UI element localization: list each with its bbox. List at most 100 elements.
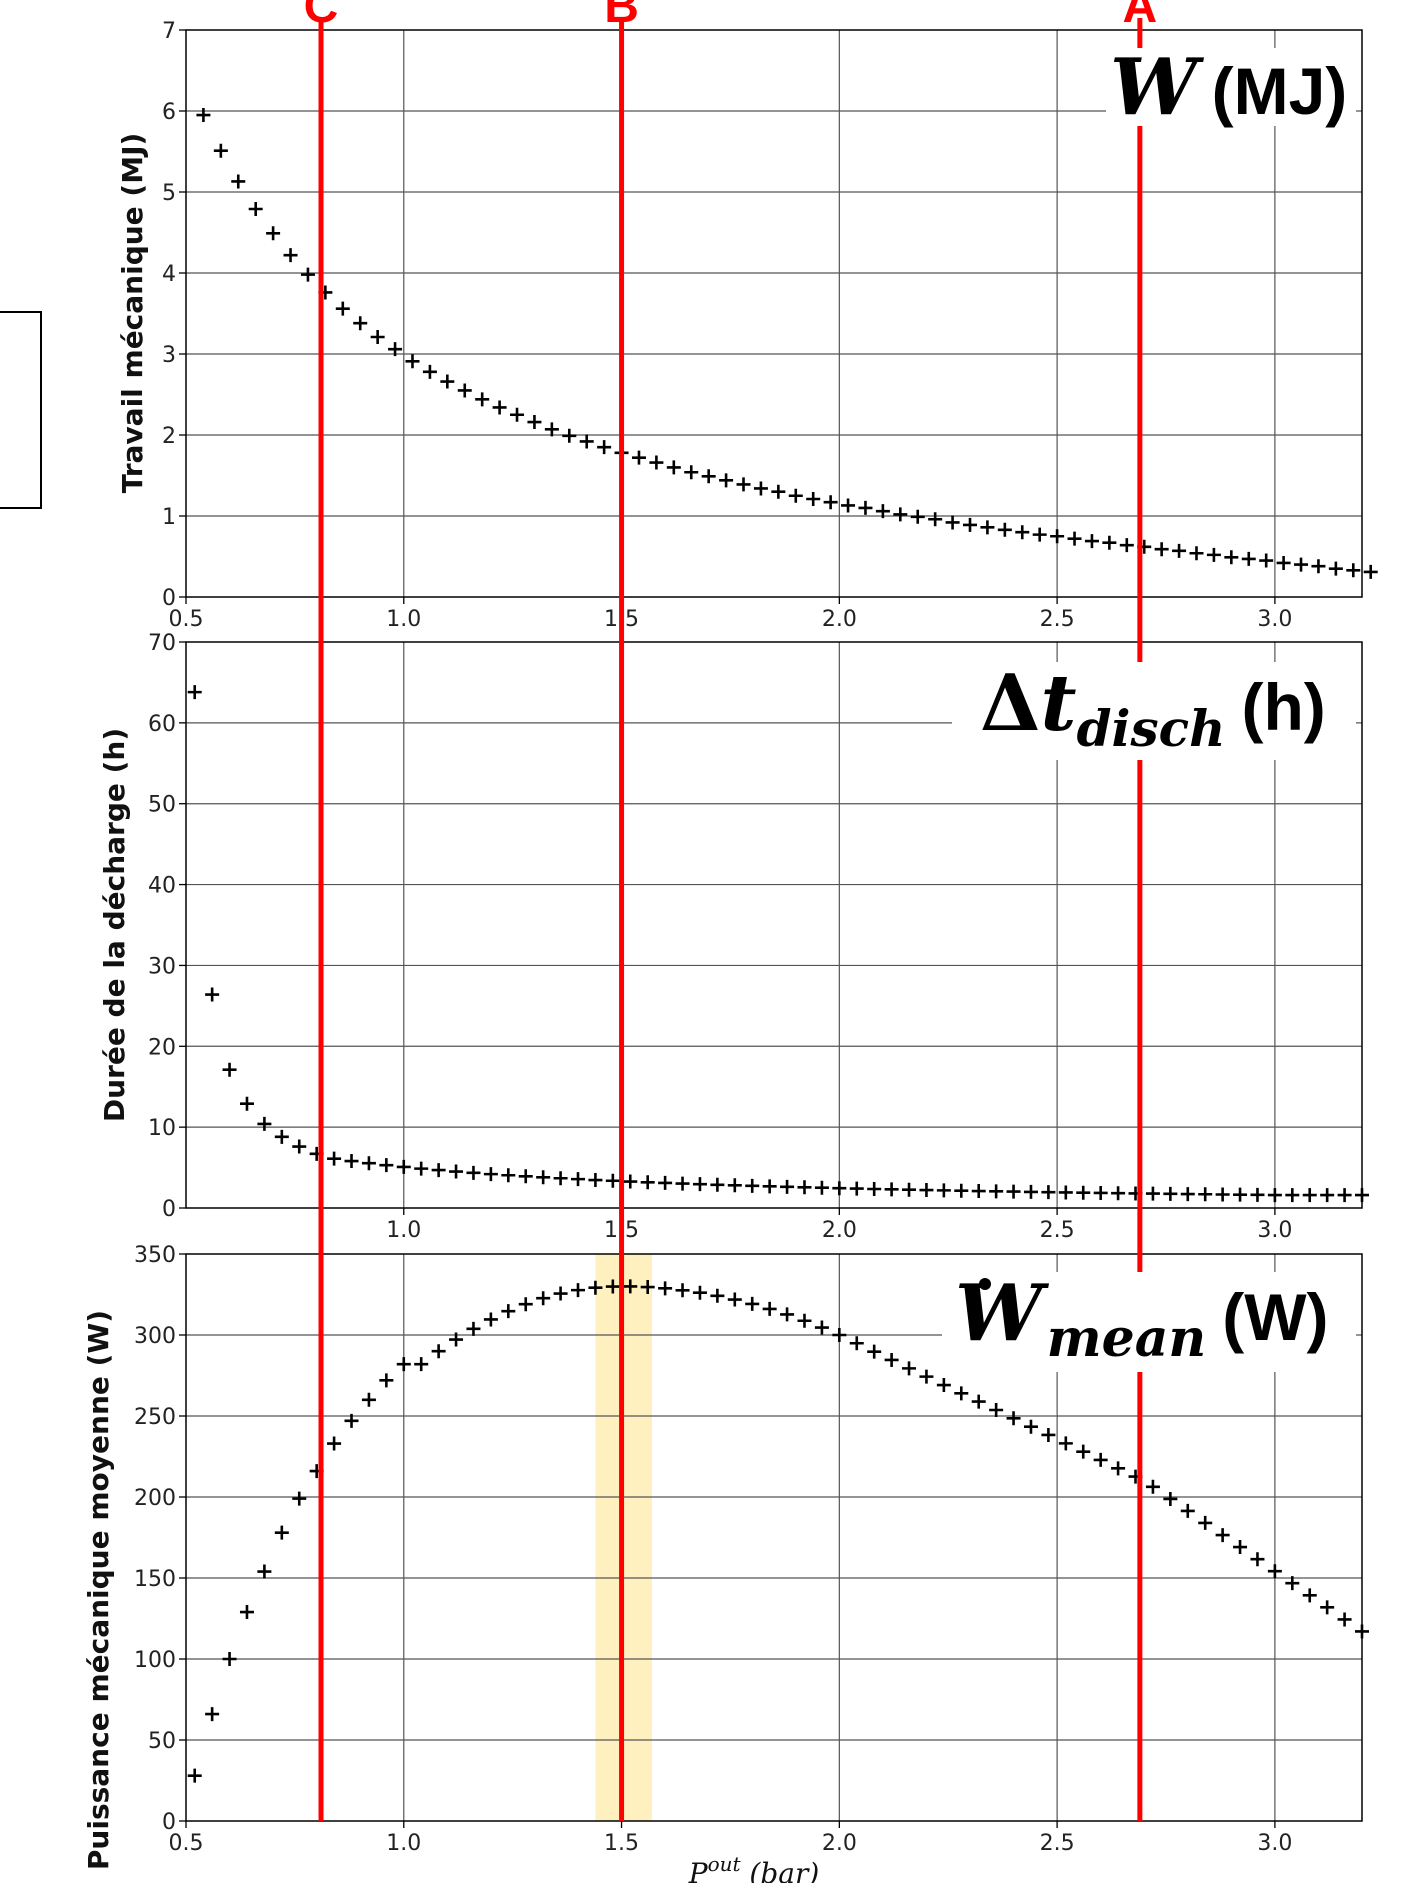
- data-point: [692, 1285, 707, 1300]
- x-tick-label: 1.0: [386, 1218, 421, 1243]
- data-point: [248, 202, 263, 217]
- data-point: [666, 460, 681, 475]
- data-point: [361, 1156, 376, 1171]
- annotation-power: Wmean (W): [955, 1268, 1328, 1369]
- data-point: [449, 1164, 464, 1179]
- data-point: [361, 1392, 376, 1407]
- data-point: [196, 108, 211, 123]
- data-point: [1076, 1444, 1091, 1459]
- data-point: [1058, 1185, 1073, 1200]
- data-point: [536, 1170, 551, 1185]
- data-point: [1355, 1188, 1369, 1203]
- data-point: [658, 1281, 673, 1296]
- data-point: [1233, 1540, 1248, 1555]
- data-point: [327, 1436, 342, 1451]
- data-point: [344, 1413, 359, 1428]
- x-tick-label: 3.0: [1257, 607, 1292, 632]
- data-point: [658, 1175, 673, 1190]
- data-point: [213, 143, 228, 158]
- data-point: [814, 1320, 829, 1335]
- data-point: [579, 434, 594, 449]
- data-point: [692, 1177, 707, 1192]
- data-point: [1172, 543, 1187, 558]
- data-point: [1015, 525, 1030, 540]
- data-point: [1058, 1436, 1073, 1451]
- data-point: [954, 1386, 969, 1401]
- data-point: [597, 440, 612, 455]
- data-point: [710, 1288, 725, 1303]
- y-tick-label: 7: [162, 19, 176, 44]
- y-tick-label: 6: [162, 100, 176, 125]
- data-point: [1145, 1186, 1160, 1201]
- data-point: [1294, 557, 1309, 572]
- data-point: [623, 1174, 638, 1189]
- data-point: [222, 1652, 237, 1666]
- y-tick-label: 150: [134, 1567, 176, 1592]
- y-tick-label: 0: [162, 1810, 176, 1835]
- y-tick-label: 60: [148, 712, 176, 737]
- data-point: [675, 1176, 690, 1191]
- data-point: [431, 1344, 446, 1359]
- data-point: [475, 392, 490, 407]
- data-point: [1041, 1185, 1056, 1200]
- data-point: [1337, 1612, 1352, 1627]
- data-point: [239, 1096, 254, 1111]
- data-point: [675, 1283, 690, 1298]
- marker-label-c: C: [304, 0, 339, 33]
- data-point: [1267, 1188, 1282, 1203]
- data-point: [300, 267, 315, 282]
- data-point: [631, 450, 646, 465]
- data-point: [405, 354, 420, 369]
- annotation-bg: [952, 662, 1356, 760]
- y-tick-label: 100: [134, 1648, 176, 1673]
- data-point: [1067, 531, 1082, 546]
- data-point: [884, 1182, 899, 1197]
- data-point: [544, 422, 559, 437]
- x-tick-label: 1.5: [604, 1831, 639, 1856]
- data-point: [1250, 1187, 1265, 1202]
- data-point: [1084, 534, 1099, 549]
- data-point: [1311, 559, 1326, 574]
- data-point: [1267, 1564, 1282, 1579]
- data-point: [762, 1301, 777, 1316]
- data-point: [1093, 1185, 1108, 1200]
- data-point: [257, 1116, 272, 1131]
- data-point: [701, 469, 716, 484]
- plot-frame: [185, 29, 1363, 598]
- data-point: [902, 1361, 917, 1376]
- y-tick-label: 40: [148, 874, 176, 899]
- data-point: [1302, 1188, 1317, 1203]
- data-point: [989, 1403, 1004, 1418]
- data-point: [510, 407, 525, 422]
- data-point: [335, 301, 350, 316]
- data-point: [997, 522, 1012, 537]
- data-point: [274, 1129, 289, 1144]
- data-point: [1215, 1187, 1230, 1202]
- y-tick-label: 50: [148, 1729, 176, 1754]
- y-axis-label: Puissance mécanique moyenne (W): [82, 1310, 115, 1870]
- data-point: [518, 1169, 533, 1184]
- data-point: [902, 1182, 917, 1197]
- data-point: [823, 495, 838, 510]
- data-point: [431, 1163, 446, 1178]
- data-point: [780, 1307, 795, 1322]
- data-point: [971, 1184, 986, 1199]
- x-tick-label: 2.5: [1040, 607, 1075, 632]
- data-point: [466, 1165, 481, 1180]
- data-point: [649, 455, 664, 470]
- y-tick-label: 5: [162, 181, 176, 206]
- data-point: [1032, 527, 1047, 542]
- data-point: [370, 329, 385, 344]
- x-tick-label: 2.5: [1040, 1831, 1075, 1856]
- data-point: [832, 1181, 847, 1196]
- y-tick-label: 50: [148, 793, 176, 818]
- data-point: [1328, 561, 1343, 576]
- data-point: [527, 415, 542, 430]
- legend-box: [0, 311, 42, 509]
- data-point: [187, 685, 202, 700]
- data-point: [396, 1357, 411, 1372]
- y-tick-label: 250: [134, 1405, 176, 1430]
- data-point: [640, 1280, 655, 1295]
- data-point: [1224, 550, 1239, 565]
